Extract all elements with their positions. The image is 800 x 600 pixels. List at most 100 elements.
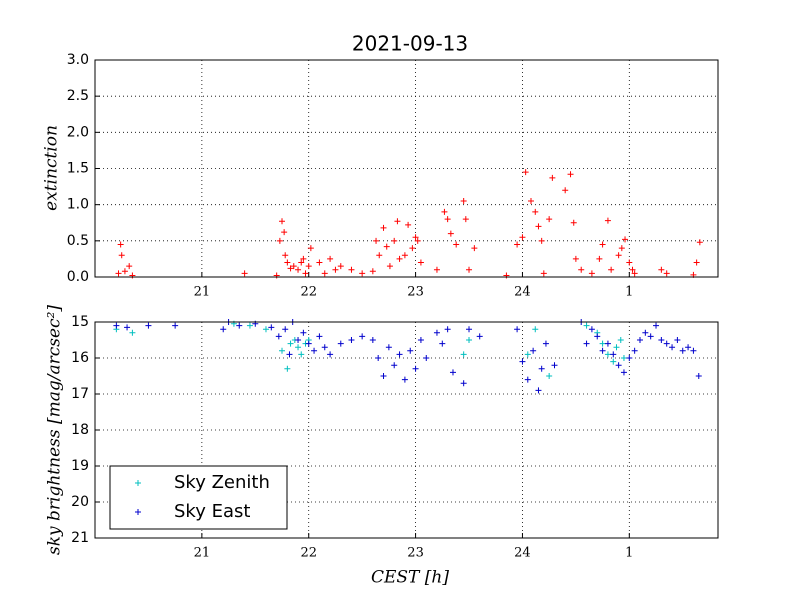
point [433, 329, 440, 336]
point [631, 347, 638, 354]
point [444, 326, 451, 333]
x-axis-label: CEST [h] [371, 568, 449, 588]
point [567, 171, 574, 178]
point [300, 329, 307, 336]
legend-box [109, 465, 288, 530]
point [391, 237, 398, 244]
point [693, 259, 700, 266]
point [439, 340, 446, 347]
axes-frame [94, 59, 719, 278]
point [386, 263, 393, 270]
point [462, 216, 469, 223]
point [453, 241, 460, 248]
point [519, 234, 526, 241]
x-tick-label: 1 [625, 285, 633, 300]
point [311, 347, 318, 354]
y-tick-label: 21 [71, 530, 89, 546]
axes-frame [94, 321, 719, 539]
point [653, 322, 660, 329]
y-tick-label: 18 [71, 422, 89, 438]
point [423, 355, 430, 361]
point [522, 169, 529, 176]
point [284, 259, 291, 266]
point [449, 369, 456, 376]
point [129, 272, 136, 279]
point [540, 270, 547, 277]
point [549, 174, 556, 181]
point [298, 259, 305, 266]
point [620, 355, 627, 361]
point [124, 324, 131, 331]
point [524, 351, 531, 358]
point [417, 337, 424, 343]
point [383, 243, 390, 250]
point [690, 347, 697, 354]
point [441, 208, 448, 215]
point [626, 259, 633, 266]
y-tick-label: 19 [71, 458, 89, 474]
point [447, 230, 454, 237]
point [145, 322, 152, 329]
point [316, 259, 323, 266]
point [631, 270, 638, 277]
legend-label: Sky Zenith [174, 472, 270, 493]
point [417, 259, 424, 266]
point [359, 270, 366, 277]
point [126, 263, 133, 270]
point [617, 337, 624, 343]
point [375, 355, 382, 361]
point [599, 241, 606, 248]
point [298, 351, 305, 358]
point [613, 344, 620, 351]
point [546, 373, 553, 379]
point [669, 344, 676, 351]
point [407, 347, 414, 354]
point [460, 380, 467, 387]
point [409, 245, 416, 252]
point [290, 263, 297, 270]
x-tick-label: 24 [514, 546, 531, 561]
point [685, 344, 692, 351]
point [588, 326, 595, 333]
point [620, 369, 627, 376]
point [369, 268, 376, 275]
point [321, 344, 328, 351]
point [369, 337, 376, 343]
x-tick-label: 22 [300, 285, 317, 300]
point [546, 216, 553, 223]
point [594, 333, 601, 340]
point [538, 365, 545, 372]
y-tick-label: 0.0 [67, 269, 89, 285]
point [503, 272, 510, 279]
point [327, 351, 334, 358]
y-tick-label: 15 [71, 314, 89, 330]
point [300, 255, 307, 262]
point [460, 351, 467, 358]
point [220, 326, 227, 333]
point [476, 333, 483, 340]
point [281, 229, 288, 236]
point [615, 252, 622, 259]
point [295, 337, 302, 343]
point [279, 347, 286, 354]
point [305, 340, 312, 347]
y-tick-label: 20 [71, 494, 89, 510]
point [414, 237, 421, 244]
point [295, 344, 302, 351]
point [121, 268, 128, 275]
point [337, 263, 344, 270]
point [674, 337, 681, 343]
point [394, 218, 401, 225]
point [118, 252, 125, 259]
point [535, 223, 542, 230]
point [524, 376, 531, 383]
point [332, 266, 339, 273]
point [629, 266, 636, 273]
point [115, 270, 122, 277]
point [460, 198, 467, 205]
point [696, 239, 703, 246]
point [604, 340, 611, 347]
point [385, 344, 392, 351]
point [380, 224, 387, 231]
point [113, 322, 120, 329]
